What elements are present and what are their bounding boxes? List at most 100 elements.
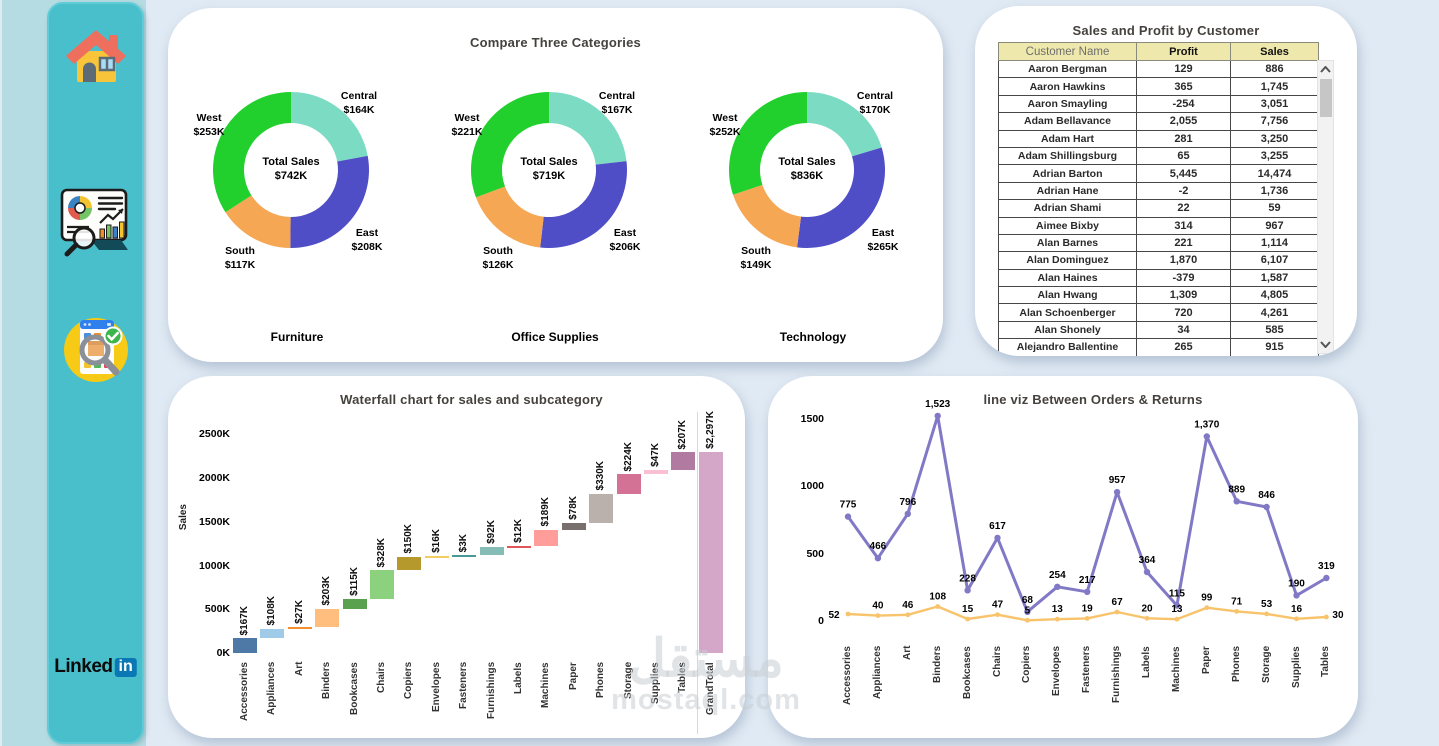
table-row[interactable]: Adrian Shami 22 59 [998,199,1319,218]
donut-slice-office-supplies-east[interactable] [540,161,628,249]
donut-slice-office-supplies-central[interactable] [549,92,627,165]
table-row[interactable]: Aimee Bixby 314 967 [998,216,1319,235]
donut-category-label: Furniture [270,330,324,344]
waterfall-bar-tables[interactable] [671,452,696,471]
returns-point-phones[interactable] [1234,609,1240,614]
table-row[interactable]: Adam Bellavance 2,055 7,756 [998,112,1319,131]
donut-slice-furniture-west[interactable] [212,92,291,213]
orders-point-tables[interactable] [1323,574,1330,582]
returns-point-supplies[interactable] [1294,616,1299,622]
table-row[interactable]: Alan Haines -379 1,587 [998,268,1319,288]
returns-point-paper[interactable] [1204,605,1210,611]
table-row[interactable]: Adrian Barton 5,445 14,474 [998,164,1319,183]
table-row[interactable]: Adam Hart 281 3,250 [998,129,1319,148]
orders-point-envelopes[interactable] [1054,583,1061,590]
waterfall-bar-fasteners[interactable] [452,555,477,558]
orders-point-furnishings[interactable] [1113,488,1121,496]
orders-point-machines[interactable] [1173,602,1181,609]
returns-point-art[interactable] [905,612,911,618]
customer-name-cell: Aaron Bergman [998,59,1137,79]
waterfall-bar-phones[interactable] [589,493,614,523]
orders-point-phones[interactable] [1233,498,1240,505]
waterfall-bar-envelopes[interactable] [424,555,449,558]
table-row[interactable]: Alejandro Ballentine 265 915 [998,338,1319,356]
orders-point-fasteners[interactable] [1084,588,1091,595]
table-row[interactable]: Alan Barnes 221 1,114 [998,233,1319,253]
scroll-down-arrow-icon[interactable] [1318,337,1333,352]
table-row[interactable]: Aaron Smayling -254 3,051 [998,94,1319,114]
donut-slice-technology-west[interactable] [729,92,807,195]
table-row[interactable]: Alan Dominguez 1,870 6,107 [998,251,1319,270]
returns-point-fasteners[interactable] [1084,616,1090,621]
returns-point-copiers[interactable] [1025,617,1030,623]
returns-point-machines[interactable] [1174,616,1180,622]
returns-value-label: 52 [828,610,840,621]
orders-point-binders[interactable] [934,412,941,420]
donut-slice-furniture-east[interactable] [290,155,369,249]
waterfall-bar-art[interactable] [287,626,312,629]
waterfall-bar-storage[interactable] [616,474,641,494]
waterfall-bar-supplies[interactable] [644,470,668,475]
waterfall-bar-labels[interactable] [507,546,531,549]
scroll-up-arrow-icon[interactable] [1318,62,1333,77]
returns-point-labels[interactable] [1144,615,1150,621]
orders-point-art[interactable] [904,510,911,517]
donut-total-label: Total Sales $742K [262,156,320,182]
waterfall-bar-chairs[interactable] [370,570,394,599]
returns-point-binders[interactable] [935,604,941,609]
orders-point-chairs[interactable] [994,534,1001,542]
table-scrollbar[interactable] [1317,60,1334,354]
waterfall-bar-furnishings[interactable] [479,547,504,556]
scrollbar-thumb[interactable] [1319,79,1332,117]
donut-slice-technology-central[interactable] [807,92,882,157]
table-row[interactable]: Adam Shillingsburg 65 3,255 [998,146,1319,166]
waterfall-bar-paper[interactable] [561,522,586,530]
orders-value-label: 466 [870,541,887,552]
home-icon[interactable] [65,28,127,91]
table-row[interactable]: Aaron Bergman 129 886 [998,59,1319,79]
column-header-profit[interactable]: Profit [1136,42,1231,61]
returns-point-accessories[interactable] [845,611,851,617]
waterfall-bar-grandtotal[interactable] [698,452,723,653]
donut-slice-furniture-south[interactable] [225,195,291,248]
returns-point-tables[interactable] [1324,614,1329,620]
returns-point-chairs[interactable] [995,612,1000,618]
returns-point-furnishings[interactable] [1114,609,1120,615]
orders-point-appliances[interactable] [874,555,882,562]
donut-slice-office-supplies-south[interactable] [475,186,544,248]
orders-point-accessories[interactable] [844,513,852,520]
waterfall-bar-binders[interactable] [315,608,340,627]
waterfall-bar-bookcases[interactable] [342,598,367,609]
linkedin-logo[interactable]: Linked in [54,656,137,678]
table-row[interactable]: Aaron Hawkins 365 1,745 [998,77,1319,96]
orders-point-bookcases[interactable] [964,587,971,594]
orders-point-paper[interactable] [1203,433,1210,440]
orders-point-copiers[interactable] [1024,608,1031,615]
table-row[interactable]: Adrian Hane -2 1,736 [998,181,1319,201]
orders-point-storage[interactable] [1263,503,1270,511]
waterfall-value-label: $92K [485,520,497,545]
waterfall-bar-copiers[interactable] [397,556,422,570]
donut-slice-furniture-central[interactable] [291,92,368,162]
orders-point-labels[interactable] [1143,568,1151,576]
donut-slice-technology-east[interactable] [797,147,885,248]
donut-label-west: West $221K [451,112,483,138]
waterfall-bar-appliances[interactable] [260,628,285,639]
returns-point-bookcases[interactable] [965,616,970,622]
waterfall-value-label: $78K [567,495,579,520]
returns-point-envelopes[interactable] [1054,616,1060,622]
column-header-customer-name[interactable]: Customer Name [998,42,1137,61]
returns-point-storage[interactable] [1264,611,1269,617]
product-search-icon[interactable] [57,310,135,393]
waterfall-bar-accessories[interactable] [233,638,257,653]
column-header-sales[interactable]: Sales [1230,42,1319,61]
table-row[interactable]: Alan Schoenberger 720 4,261 [998,303,1319,322]
donut-slice-technology-south[interactable] [733,184,802,248]
table-row[interactable]: Alan Hwang 1,309 4,805 [998,286,1319,305]
data-analytics-icon[interactable] [59,187,133,262]
orders-point-supplies[interactable] [1293,592,1300,599]
waterfall-bar-machines[interactable] [534,529,559,547]
table-row[interactable]: Alan Shonely 34 585 [998,320,1319,340]
returns-point-appliances[interactable] [875,613,881,618]
donut-slice-office-supplies-west[interactable] [470,92,549,198]
